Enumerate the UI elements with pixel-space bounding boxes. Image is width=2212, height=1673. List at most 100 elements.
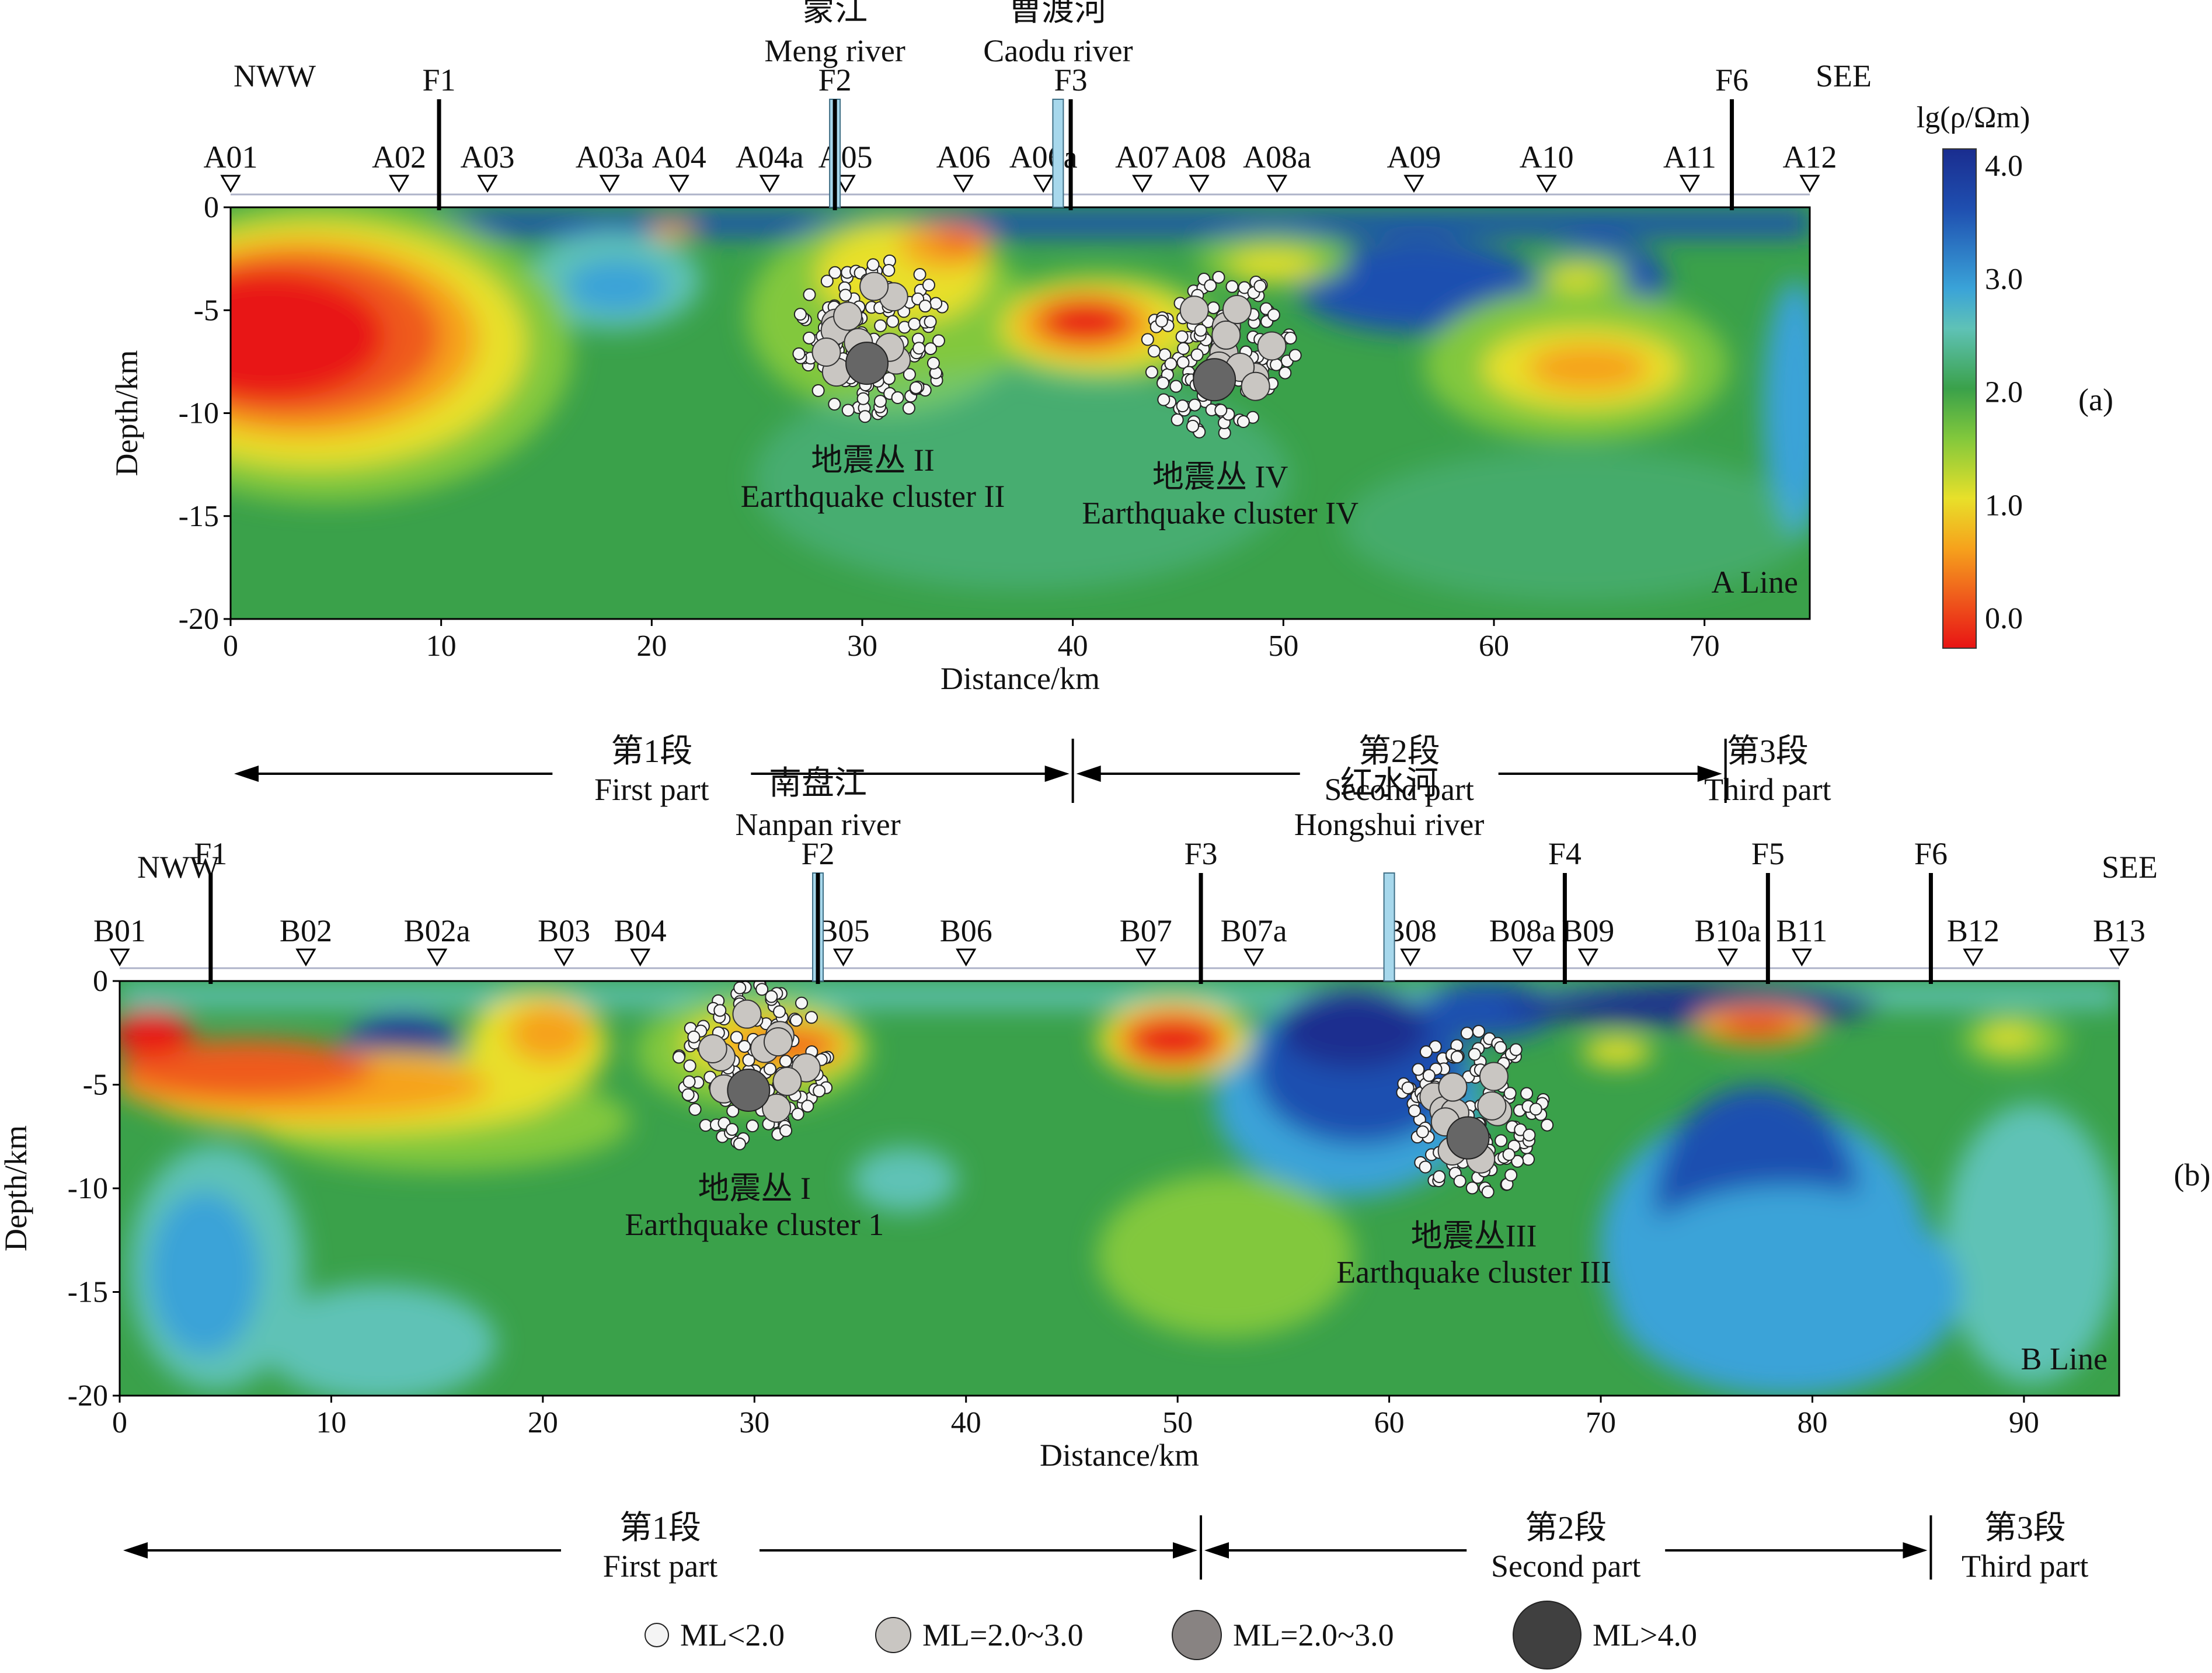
quake-dot-small (1468, 1048, 1481, 1061)
x-tick-label: 0 (223, 629, 238, 663)
station-marker (1266, 175, 1288, 193)
quake-dot-small (1465, 1181, 1479, 1195)
fault-label: F2 (818, 62, 852, 98)
cluster-name-cn: 地震丛 IV (1152, 459, 1288, 494)
segment-arrowhead-left (1204, 1542, 1229, 1559)
quake-dot-small (792, 347, 806, 360)
station-marker (1189, 175, 1210, 193)
fault-label: F2 (802, 836, 835, 871)
station-label: B08a (1489, 913, 1556, 948)
quake-dot-small (1472, 1025, 1485, 1038)
y-tick-label: -15 (179, 500, 219, 533)
quake-dot-small (733, 981, 747, 994)
quake-dot-small (1522, 1153, 1535, 1166)
panel-label: (b) (2174, 1157, 2211, 1192)
station-marker (1679, 175, 1701, 193)
legend-label: ML=2.0~3.0 (922, 1618, 1084, 1653)
y-tick-label: -20 (179, 603, 219, 636)
quake-dot-small (924, 342, 938, 356)
quake-dot-small (1401, 1081, 1415, 1094)
quake-dot-small (779, 1055, 792, 1068)
x-tick-label: 30 (847, 629, 877, 663)
panel-b-earthquake-cluster-dots (672, 981, 1554, 1199)
panel-label: (a) (2078, 382, 2113, 418)
quake-dot-large (727, 1069, 771, 1112)
quake-dot-medium (1479, 1062, 1509, 1091)
quake-dot-small (1267, 308, 1280, 322)
station-marker (1963, 948, 1984, 967)
segment-name-cn: 第3段 (1727, 733, 1809, 770)
station-label: A12 (1783, 140, 1837, 175)
colorbar-tick-label: 3.0 (1985, 263, 2023, 296)
fault-label: F4 (1548, 836, 1582, 871)
x-tick-label: 10 (316, 1406, 346, 1439)
segment-name-en: Third part (1704, 772, 1831, 807)
quake-dot-medium (1222, 295, 1252, 325)
colorbar-ticks: 4.0 3.0 2.0 1.0 0.0 (1985, 149, 2023, 635)
direction-right-label: SEE (1816, 58, 1872, 93)
quake-dot-small (733, 1137, 746, 1150)
direction-right-label: SEE (2102, 850, 2158, 885)
x-tick-label: 70 (1586, 1406, 1616, 1439)
colorbar-gradient (1942, 148, 1977, 649)
quake-dot-small (866, 258, 880, 272)
quake-dot-small (688, 1102, 702, 1116)
cluster-name-cn: 地震丛III (1411, 1218, 1537, 1253)
station-label: A09 (1387, 140, 1441, 175)
quake-dot-small (791, 1108, 804, 1121)
quake-dot-small (922, 279, 935, 292)
quake-dot-small (682, 1075, 696, 1088)
station-marker (832, 948, 854, 967)
quake-dot-small (1190, 348, 1204, 361)
quake-dot-small (828, 398, 841, 411)
legend-symbol (875, 1617, 911, 1653)
station-label: A03 (461, 140, 515, 175)
quake-dot-small (1541, 1118, 1554, 1132)
quake-dot-medium (1477, 1091, 1507, 1121)
quake-dot-medium (762, 1093, 792, 1123)
quake-dot-small (765, 990, 778, 1003)
quake-dot-small (929, 297, 943, 310)
river-name-en: Nanpan river (735, 807, 900, 842)
segment-arrowhead-right (1173, 1542, 1198, 1559)
quake-dot-small (1253, 279, 1267, 293)
quake-dot-small (730, 1031, 743, 1044)
direction-left-label: NWW (234, 58, 316, 93)
line-name: B Line (2021, 1341, 2108, 1376)
x-tick-label: 50 (1162, 1406, 1193, 1439)
quake-dot-small (1503, 1087, 1517, 1100)
station-label: B04 (614, 913, 667, 948)
station-label: B11 (1776, 913, 1827, 948)
station-marker (668, 175, 689, 193)
station-label: A06a (1009, 140, 1078, 175)
station-label: A05 (818, 140, 873, 175)
quake-dot-small (738, 1039, 751, 1053)
fault-label: F6 (1914, 836, 1948, 871)
quake-dot-small (789, 1014, 803, 1027)
station-marker (1132, 175, 1153, 193)
cluster-name-en: Earthquake cluster IV (1082, 495, 1358, 530)
quake-dot-small (874, 319, 887, 332)
segment-name-cn: 第1段 (611, 733, 692, 770)
quake-dot-medium (1257, 331, 1287, 361)
y-tick-label: 0 (93, 965, 108, 998)
fault-label: F3 (1185, 836, 1218, 871)
quake-dot-medium (1211, 320, 1241, 350)
river-name-cn: 红水河 (1340, 766, 1438, 802)
quake-dot-small (1504, 1168, 1518, 1182)
quake-dot-small (1188, 398, 1201, 412)
station-label: B02 (280, 913, 332, 948)
quake-dot-small (803, 288, 816, 301)
station-label: A04a (736, 140, 804, 175)
station-marker (1577, 948, 1598, 967)
quake-dot-small (1147, 345, 1161, 358)
station-label: A04 (652, 140, 706, 175)
panel-b-resistivity-field (120, 981, 2119, 1396)
panel-b-annotations: 0 10 20 30 40 50 60 70 80 90 0 -5 -10 -15 -20 Distance/… (0, 766, 2210, 1584)
x-tick-label: 60 (1374, 1406, 1405, 1439)
quake-dot-small (804, 1011, 818, 1024)
station-marker (1243, 948, 1265, 967)
quake-dot-small (681, 1088, 695, 1101)
line-name: A Line (1712, 565, 1798, 600)
x-tick-label: 90 (2009, 1406, 2039, 1439)
